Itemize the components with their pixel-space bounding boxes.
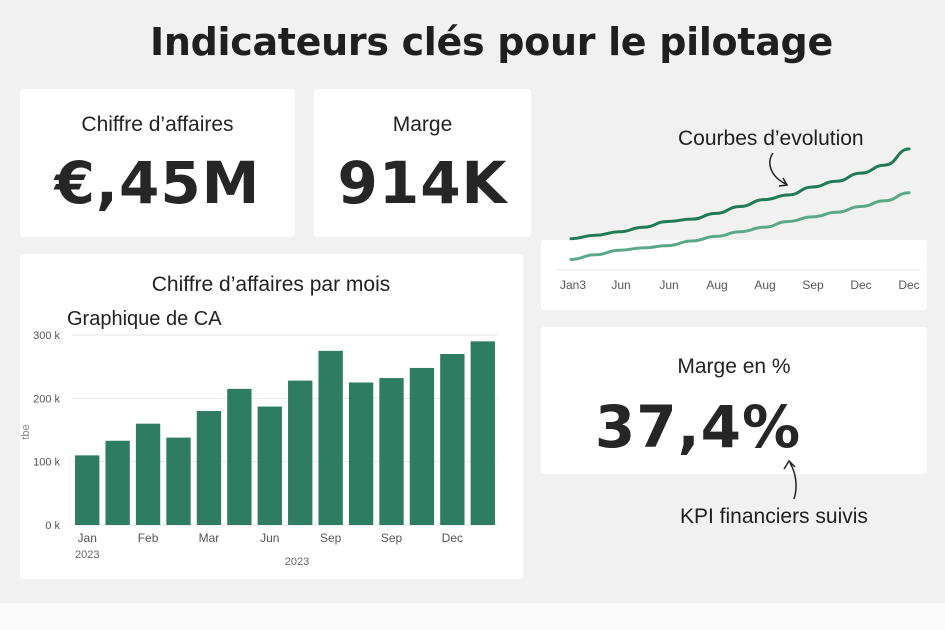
footer-band xyxy=(0,603,945,630)
margin-pct-label: Marge en % xyxy=(677,355,791,378)
bar-xtick-label: Jun xyxy=(260,531,279,545)
margin-pct-value: 37,4% xyxy=(594,393,802,461)
revenue-bar-chart: Chiffre d’affaires par mois Graphique de… xyxy=(20,273,498,568)
trend-xtick-label: Aug xyxy=(706,278,727,292)
trend-xtick-label: Dec xyxy=(850,278,871,292)
bar-ytick-label: 200 k xyxy=(33,393,60,405)
bar-xtick-sublabel: 2023 xyxy=(75,549,99,561)
trend-chart: Jan3 Jun Jun Aug Aug Sep Dec Dec xyxy=(556,147,921,292)
bar-ytick-label: 100 k xyxy=(33,457,60,469)
margin-card[interactable]: Marge 914K xyxy=(314,89,531,237)
bar-chart-title: Chiffre d’affaires par mois xyxy=(152,273,391,296)
curves-arrowhead xyxy=(778,177,789,187)
kpi-annotation: KPI financiers suivis xyxy=(680,505,868,528)
bar-ytick-label: 300 k xyxy=(33,330,60,342)
bar-9[interactable] xyxy=(318,350,343,525)
bar-12[interactable] xyxy=(409,367,435,525)
margin-pct-card[interactable]: Marge en % 37,4% xyxy=(541,327,927,474)
bar-xtick-label: Sep xyxy=(320,531,342,545)
bar-6[interactable] xyxy=(227,388,252,525)
bar-2[interactable] xyxy=(105,440,130,525)
bar-7[interactable] xyxy=(257,406,282,525)
trend-xtick-label: Jan3 xyxy=(560,278,586,292)
curves-annotation: Courbes d’evolution xyxy=(678,127,864,150)
margin-label: Marge xyxy=(392,113,453,136)
trend-xtick-label: Jun xyxy=(611,278,630,292)
bar-5[interactable] xyxy=(196,411,222,525)
revenue-value: €,45M xyxy=(54,149,261,217)
trend-line-light[interactable] xyxy=(569,191,911,261)
page-title: Indicateurs clés pour le pilotage xyxy=(150,20,833,64)
bar-xtick-label: Sep xyxy=(381,531,403,545)
bar-14[interactable] xyxy=(470,341,495,525)
bar-chart-ylabel: tbe xyxy=(20,424,32,439)
bar-xtick-label: Jan xyxy=(78,531,97,545)
bar-13[interactable] xyxy=(440,354,465,525)
bar-11[interactable] xyxy=(379,378,404,525)
trend-xtick-label: Jun xyxy=(659,278,678,292)
trend-xtick-label: Dec xyxy=(898,278,919,292)
bar-1[interactable] xyxy=(75,455,100,525)
bar-chart-annotation: Graphique de CA xyxy=(67,308,222,330)
revenue-card[interactable]: Chiffre d’affaires €,45M xyxy=(20,89,295,237)
kpi-arrow xyxy=(783,459,797,500)
bar-xtick-label: Dec xyxy=(442,531,463,545)
trend-line-dark[interactable] xyxy=(569,147,911,241)
trend-xtick-label: Sep xyxy=(802,278,824,292)
bar-8[interactable] xyxy=(288,380,313,525)
bar-4[interactable] xyxy=(166,437,191,525)
bar-xtick-label: Mar xyxy=(199,531,220,545)
margin-value: 914K xyxy=(337,149,508,217)
revenue-label: Chiffre d’affaires xyxy=(81,113,234,136)
bar-3[interactable] xyxy=(135,423,161,525)
bar-xtick-label: Feb xyxy=(138,531,159,545)
trend-xtick-label: Aug xyxy=(754,278,775,292)
curves-arrow xyxy=(769,152,787,185)
bar-ytick-label: 0 k xyxy=(45,520,60,532)
bar-10[interactable] xyxy=(348,382,374,526)
bar-chart-xlabel: 2023 xyxy=(285,556,309,568)
